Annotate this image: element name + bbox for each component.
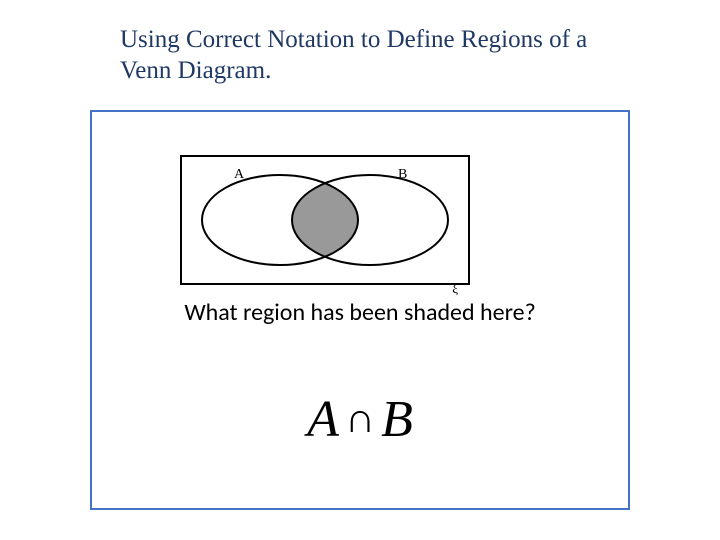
intersection-symbol-icon: ∩: [339, 396, 381, 442]
venn-label-a: A: [234, 167, 244, 183]
venn-svg: [190, 163, 460, 277]
answer-formula: A∩B: [230, 390, 490, 449]
slide: Using Correct Notation to Define Regions…: [0, 0, 720, 540]
venn-diagram: A B ξ: [180, 155, 470, 295]
slide-title: Using Correct Notation to Define Regions…: [120, 24, 600, 87]
venn-label-b: B: [398, 167, 407, 183]
question-text: What region has been shaded here?: [130, 298, 590, 327]
formula-rhs: B: [381, 391, 413, 448]
venn-label-universal: ξ: [452, 281, 458, 297]
formula-lhs: A: [307, 391, 339, 448]
